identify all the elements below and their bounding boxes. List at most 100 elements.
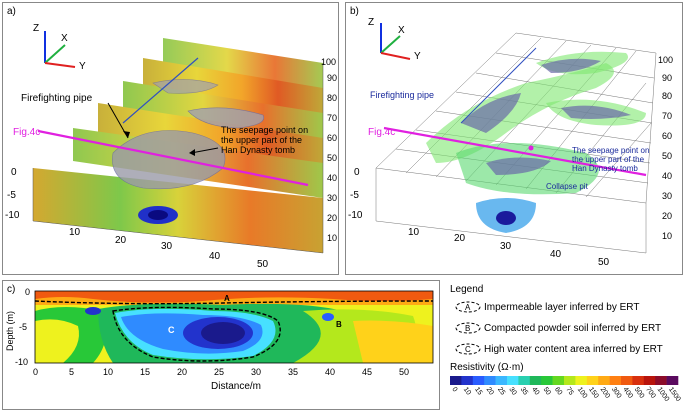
- seepage-label-line3: Han Dynasty tomb: [572, 164, 638, 173]
- colorbar-tick-label: 75: [564, 386, 574, 396]
- panel-c-profile: A C B 0 -5 -10 0 5 10 15 20 25 30 35 40 …: [5, 287, 434, 392]
- colorbar-tick-label: 15: [473, 386, 483, 396]
- depth-tick: 0: [11, 167, 17, 178]
- svg-text:60: 60: [327, 133, 337, 143]
- collapse-pit-label: Collapse pit: [546, 182, 589, 191]
- x-axis-label: Distance/m: [211, 381, 261, 392]
- depth-tick: -10: [348, 210, 363, 221]
- colorbar-swatch: [666, 376, 679, 385]
- colorbar-swatch: [632, 376, 645, 385]
- colorbar-swatch: [461, 376, 474, 385]
- svg-text:10: 10: [103, 367, 113, 377]
- colorbar-swatch: [643, 376, 656, 385]
- boundary-a: [34, 300, 434, 305]
- svg-text:A: A: [465, 303, 471, 312]
- colorbar-tick-label: 300: [610, 386, 622, 400]
- colorbar-tick-label: 35: [519, 386, 529, 396]
- x-ticks: 0 5 10 15 20 25 30 35 40 45 50: [33, 367, 409, 377]
- svg-text:45: 45: [362, 367, 372, 377]
- x-tick: 20: [454, 233, 466, 244]
- svg-text:0: 0: [25, 287, 30, 297]
- svg-text:30: 30: [662, 191, 672, 201]
- x-tick: 40: [209, 251, 221, 262]
- panel-a-label: a): [7, 6, 16, 17]
- colorbar-tick-label: 150: [587, 386, 599, 400]
- svg-text:30: 30: [251, 367, 261, 377]
- firefighting-pipe-label: Firefighting pipe: [21, 93, 93, 104]
- svg-text:15: 15: [140, 367, 150, 377]
- region-label-b: B: [336, 320, 342, 329]
- colorbar-tick-label: 50: [542, 386, 552, 396]
- svg-text:40: 40: [325, 367, 335, 377]
- svg-text:B: B: [465, 324, 470, 333]
- axis-z-label: Z: [368, 17, 374, 28]
- colorbar-swatch: [529, 376, 542, 385]
- resistivity-title: Resistivity (Ω·m): [450, 362, 524, 373]
- profile-line: [37, 129, 309, 187]
- x-tick: 30: [161, 241, 173, 252]
- colorbar-swatch: [586, 376, 599, 385]
- colorbar-tick-label: 200: [599, 386, 611, 400]
- fig-ref-label: Fig.4c: [13, 127, 40, 138]
- x-tick: 50: [598, 257, 610, 268]
- depth-tick: -5: [350, 190, 359, 201]
- y-ticks: 10 20 30 40 50 60 70 80 90 100: [321, 57, 337, 243]
- seepage-label-line2: the upper part of the: [221, 135, 302, 145]
- x-tick: 10: [408, 227, 420, 238]
- colorbar-swatch: [655, 376, 667, 385]
- svg-text:50: 50: [662, 151, 672, 161]
- legend-item-c-text: High water content area inferred by ERT: [484, 344, 663, 355]
- slice-2: [143, 58, 323, 118]
- box-grid: [32, 63, 324, 254]
- svg-text:70: 70: [327, 113, 337, 123]
- legend: Legend A B C 0 10 15 20 25 30 35 40 50 60 75 100 150…: [446, 282, 682, 410]
- panel-b-label: b): [350, 6, 359, 17]
- region-label-c: C: [168, 325, 175, 335]
- svg-text:0: 0: [33, 367, 38, 377]
- svg-text:-10: -10: [15, 357, 28, 367]
- colorbar-swatch: [552, 376, 565, 385]
- colorbar-swatch: [495, 376, 508, 385]
- axis-y-label: Y: [414, 51, 421, 62]
- svg-text:90: 90: [662, 73, 672, 83]
- svg-text:C: C: [465, 345, 471, 354]
- axis-x-label: X: [398, 25, 405, 36]
- pipe-line: [460, 47, 537, 124]
- legend-key-a: A: [455, 301, 481, 313]
- depth-tick: -10: [5, 210, 20, 221]
- svg-text:-5: -5: [19, 322, 27, 332]
- front-face: [33, 168, 323, 253]
- colorbar-tick-label: 60: [553, 386, 563, 396]
- svg-text:90: 90: [327, 73, 337, 83]
- legend-key-b: B: [455, 322, 481, 334]
- panel-a: Z X Y Fig.4c Firefighting pipe The seepa…: [2, 2, 339, 275]
- colorbar-swatch: [598, 376, 610, 385]
- y-axis-label: Depth (m): [5, 311, 15, 351]
- seepage-label-line1: The seepage point on: [572, 146, 649, 155]
- panel-c-label: c): [7, 284, 16, 295]
- y-ticks: 10 20 30 40 50 60 70 80 90 100: [658, 55, 673, 241]
- colorbar-swatch: [621, 376, 633, 385]
- fig-ref-label: Fig.4c: [368, 127, 395, 138]
- svg-text:80: 80: [662, 91, 672, 101]
- svg-text:20: 20: [662, 211, 672, 221]
- colorbar-swatch: [450, 376, 462, 385]
- axis-triad: [380, 23, 411, 60]
- svg-text:30: 30: [327, 193, 337, 203]
- colorbar-swatch: [518, 376, 531, 385]
- x-tick: 10: [69, 227, 81, 238]
- colorbar-swatch: [507, 376, 519, 385]
- axis-y-label: Y: [79, 61, 86, 72]
- profile-line: [383, 126, 647, 177]
- colorbar-tick-label: 500: [633, 386, 645, 400]
- colorbar-tick-label: 0: [450, 386, 458, 393]
- x-tick: 20: [115, 235, 127, 246]
- svg-text:25: 25: [214, 367, 224, 377]
- seepage-label-line3: Han Dynasty tomb: [221, 145, 295, 155]
- x-tick: 40: [550, 249, 562, 260]
- svg-text:40: 40: [662, 171, 672, 181]
- svg-text:40: 40: [327, 173, 337, 183]
- seepage-label-line2: the upper part of the: [572, 155, 645, 164]
- colorbar-tick-label: 400: [621, 386, 633, 400]
- panel-b-3d-model: Z X Y Fig.4c Firefighting pipe The seepa…: [348, 17, 673, 268]
